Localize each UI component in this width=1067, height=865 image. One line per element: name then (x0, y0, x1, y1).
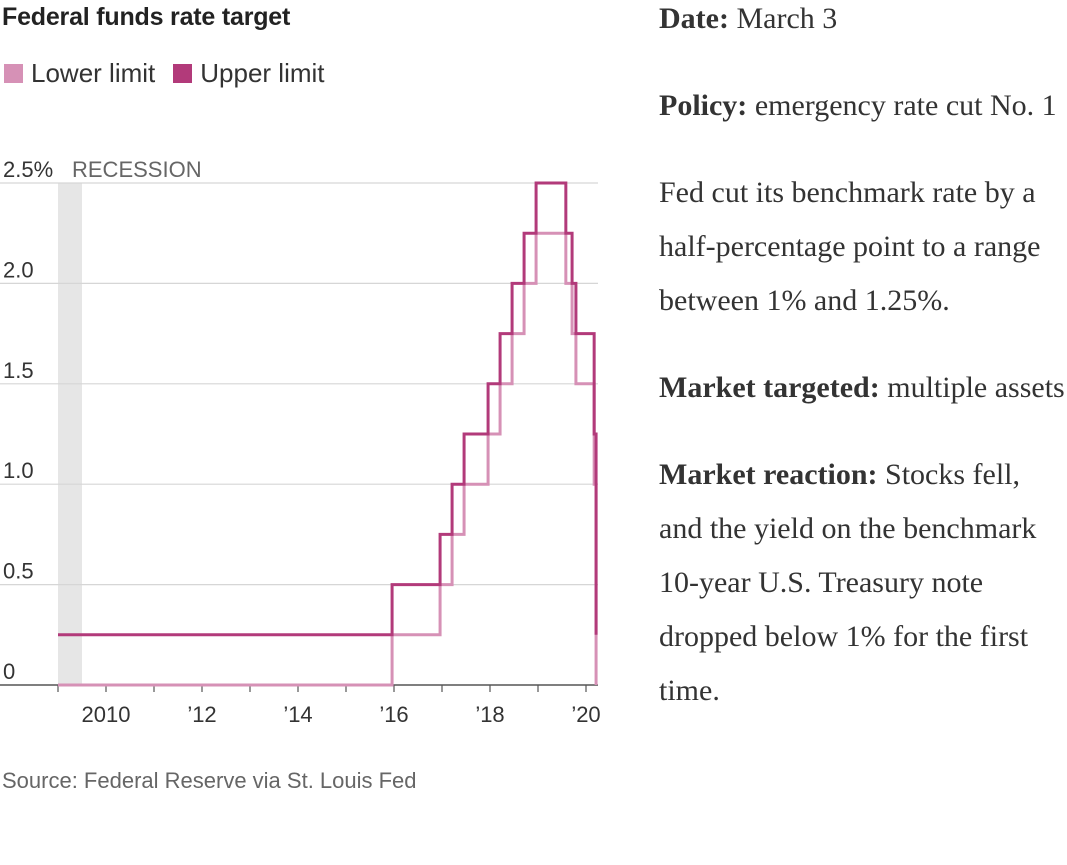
x-tick-label: 2010 (82, 702, 131, 727)
chart-title: Federal funds rate target (2, 3, 291, 31)
legend-label-upper: Upper limit (200, 58, 325, 88)
policy-value: emergency rate cut No. 1 (747, 89, 1057, 122)
legend-label-lower: Lower limit (31, 58, 156, 88)
reaction-entry: Market reaction: Stocks fell, and the yi… (659, 448, 1065, 718)
recession-label: RECESSION (72, 157, 202, 182)
info-panel: Date: March 3 Policy: emergency rate cut… (659, 0, 1065, 751)
market-label: Market targeted: (659, 371, 880, 404)
y-tick-label: 1.0 (3, 458, 34, 483)
y-tick-label: 0.5 (3, 559, 34, 584)
chart-legend: Lower limit Upper limit (4, 58, 343, 89)
legend-item-lower: Lower limit (4, 58, 155, 89)
lower-limit-line (58, 231, 598, 687)
upper-limit-line (58, 181, 598, 637)
y-tick-label: 2.5% (3, 157, 53, 182)
chart-source: Source: Federal Reserve via St. Louis Fe… (2, 768, 417, 793)
reaction-value: Stocks fell, and the yield on the benchm… (659, 458, 1037, 707)
upper-limit-swatch (173, 64, 193, 83)
policy-label: Policy: (659, 89, 748, 122)
legend-item-upper: Upper limit (173, 58, 325, 89)
date-value: March 3 (728, 2, 838, 35)
chart-plot: RECESSION 0 0.5 1.0 1.5 2.0 2.5% 2010 ’12 ’14 ’16 ’… (0, 157, 601, 727)
summary-text: Fed cut its benchmark rate by a half-per… (659, 176, 1041, 317)
y-tick-label: 0 (3, 659, 15, 684)
recession-band (58, 183, 82, 685)
date-label: Date: (659, 2, 729, 35)
reaction-label: Market reaction: (659, 458, 878, 491)
lower-limit-swatch (4, 64, 23, 83)
y-tick-label: 1.5 (3, 358, 34, 383)
market-value: multiple assets (879, 371, 1065, 404)
x-tick-label: ’12 (187, 702, 216, 727)
x-tick-label: ’14 (283, 702, 312, 727)
policy-entry: Policy: emergency rate cut No. 1 (659, 79, 1065, 133)
market-entry: Market targeted: multiple assets (659, 361, 1065, 415)
y-tick-label: 2.0 (3, 257, 34, 282)
x-tick-label: ’18 (475, 702, 504, 727)
x-tick-label: ’20 (571, 702, 600, 727)
x-tick-label: ’16 (379, 702, 408, 727)
date-entry: Date: March 3 (659, 0, 1065, 46)
